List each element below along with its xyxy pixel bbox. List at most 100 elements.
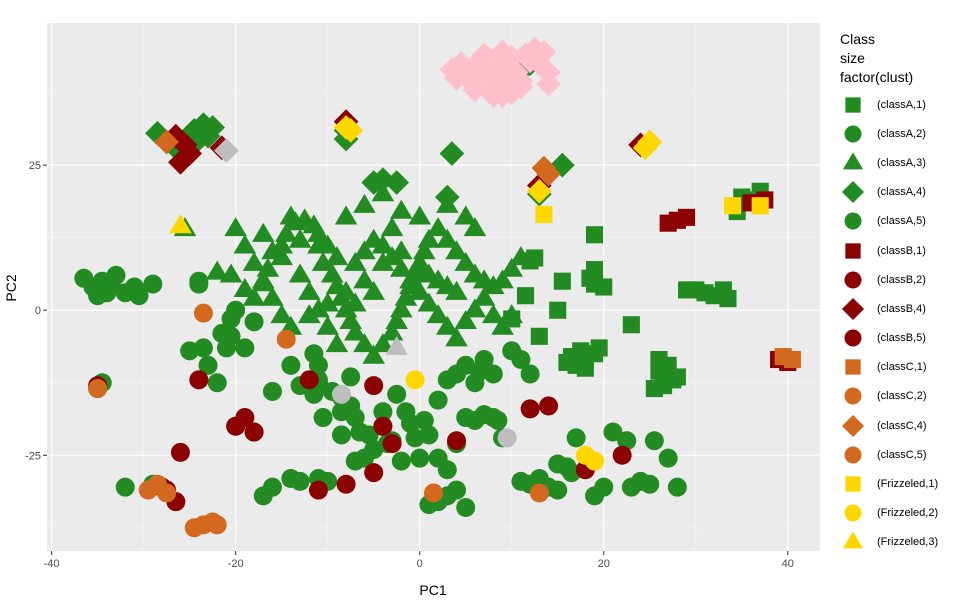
data-point [655,377,673,395]
data-point [650,362,668,380]
data-point [531,39,557,65]
data-point [494,71,520,97]
data-point [509,246,533,266]
legend-item: (classC,4) [840,411,955,440]
data-point [390,257,413,277]
legend-key-shape [844,446,862,464]
y-tick-label: 25 [29,160,41,172]
legend-label: (classA,5) [877,215,926,228]
data-point [612,445,632,465]
data-point [499,45,525,71]
legend-item: (classB,1) [840,236,955,265]
data-point [170,442,190,462]
legend-key-shape [845,359,861,375]
data-point [490,39,515,65]
data-point [783,350,801,369]
data-point [308,355,328,375]
data-point [316,292,339,312]
data-point [353,333,376,353]
data-point [436,315,459,335]
data-point [380,217,404,237]
legend-key [845,359,861,375]
data-point [490,83,515,108]
legend-key-shape [844,271,862,289]
data-point [189,274,209,294]
data-point [526,178,552,204]
data-point [281,355,301,375]
data-point [667,477,687,497]
x-axis-title: PC1 [419,582,446,598]
data-point [594,477,614,497]
data-point [270,304,293,324]
legend-list: (classA,1) (classA,2) (classA,3) (classA,4)… [840,90,955,554]
legend-key [844,504,862,522]
legend-key-shape [842,152,864,170]
data-point [419,425,439,445]
legend-item: (classA,1) [840,90,955,119]
data-point [500,257,524,277]
data-point [471,42,497,68]
data-point [299,370,319,390]
data-point [462,77,488,103]
data-point [482,304,505,324]
data-point [417,263,441,283]
legend-key [842,531,864,549]
data-point [549,301,567,319]
data-point [500,304,524,324]
data-point [316,315,339,335]
data-point [719,290,737,308]
legend-label: (classC,4) [877,419,927,432]
data-point [385,336,408,356]
data-point [640,474,660,494]
data-point [88,379,108,399]
data-point [362,344,385,364]
data-point [482,275,505,295]
data-point [385,309,408,329]
legend-key [845,242,861,259]
series-13 [535,197,769,224]
data-point [447,431,467,451]
legend-key-shape [844,387,862,405]
data-point [311,251,335,271]
data-point [341,367,361,387]
y-axis-title: PC2 [3,274,19,301]
data-point [530,327,548,345]
legend-item: (Frizzeled,3) [840,528,955,554]
data-point [331,384,351,404]
data-point [384,170,410,195]
data-point [279,205,303,225]
data-point [343,251,367,271]
x-tick-label: 40 [782,558,794,570]
axis-ticks [43,164,789,555]
data-point [371,251,395,271]
data-point [244,422,264,442]
data-point [491,315,514,335]
series-16 [333,115,663,204]
legend-label: (classA,3) [877,156,926,169]
data-point [562,348,581,366]
legend-item: (classA,4) [840,178,955,207]
data-point [353,240,376,260]
data-point [553,272,571,290]
data-point [448,51,474,76]
data-point [724,197,742,215]
data-point [622,316,640,334]
legend-label: (classB,4) [877,302,926,315]
legend-key [841,414,865,437]
data-point [585,451,605,471]
data-point [539,396,559,416]
data-point [436,275,459,295]
data-point [424,483,443,503]
data-point [308,480,328,500]
data-point [751,197,769,215]
data-point [410,448,430,468]
x-tick-label: -20 [228,558,244,570]
data-point [390,199,413,219]
data-point [644,431,664,451]
legend-item: (classC,5) [840,440,955,469]
data-point [497,428,517,448]
legend-label: (classC,1) [877,361,927,374]
data-point [408,280,431,300]
data-point [617,431,637,451]
